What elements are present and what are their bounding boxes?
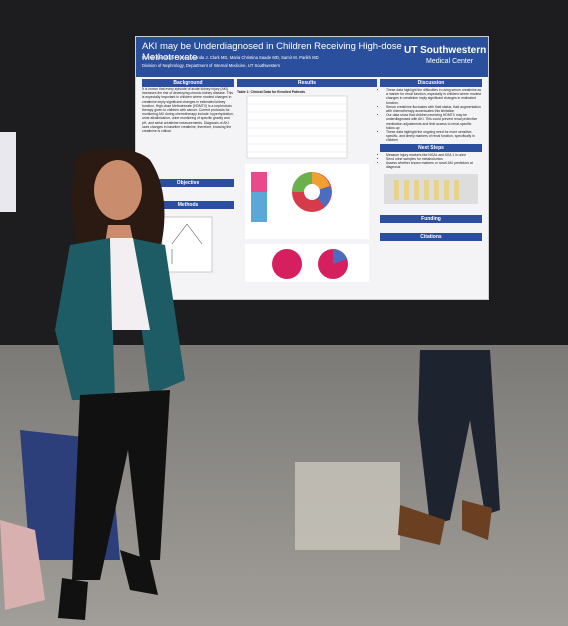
table-title: Table 1: Clinical Data for Enrolled Pati… (237, 90, 305, 94)
poster-affiliation: Division of Nephrology, Department of In… (142, 63, 281, 68)
bullet-list: Measure injury markers like NGAL and KIM… (380, 153, 482, 170)
results-figures (245, 95, 369, 283)
bullet: Send urine samples for metabolomics (386, 157, 482, 161)
poster-header (136, 37, 488, 77)
section-heading: Background (142, 79, 234, 87)
section-heading: Results (237, 79, 377, 87)
bullet: These data highlight the difficulties in… (386, 88, 482, 105)
column: Discussion These data highlight the diff… (380, 79, 482, 242)
poster-title: AKI may be Underdiagnosed in Children Re… (142, 41, 402, 63)
bullet-list: These data highlight the difficulties in… (380, 88, 482, 143)
floor-panel (295, 462, 400, 550)
neighbor-poster (0, 132, 16, 212)
section-heading: Discussion (380, 79, 482, 87)
tubes-photo (384, 174, 478, 205)
poster: AKI may be Underdiagnosed in Children Re… (135, 36, 489, 300)
logo-subtitle: Medical Center (426, 58, 474, 65)
section-heading: Next Steps (380, 143, 482, 152)
logo-name: UT Southwestern (404, 45, 487, 56)
column: Background It is known that every episod… (142, 79, 234, 284)
bullet: Our data show that children receiving HD… (386, 113, 482, 130)
bullet: Measure injury markers like NGAL and KIM… (386, 153, 482, 157)
section-heading: Funding (380, 215, 482, 224)
poster-authors: Brenda Mendoza Flores, Amanda J. Clark M… (142, 55, 319, 60)
section-heading: Methods (142, 201, 234, 209)
column: Results Table 1: Clinical Data for Enrol… (237, 79, 377, 289)
section-text: It is known that every episode of acute … (142, 87, 234, 134)
bullet: Serum creatinine fluctuates with fluid s… (386, 105, 482, 113)
bullet: Assess whether known markers or novel AK… (386, 161, 482, 169)
section-heading: Objective (142, 179, 234, 187)
bullet: These data highlight the ongoing need fo… (386, 130, 482, 143)
section-heading: Citations (380, 233, 482, 242)
